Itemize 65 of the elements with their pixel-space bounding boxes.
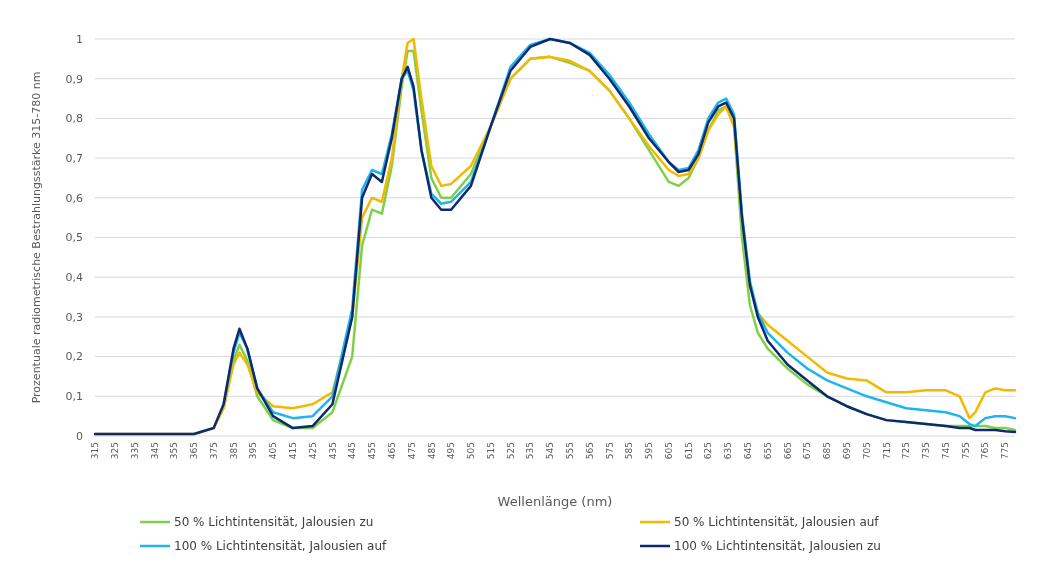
- x-tick-label: 545: [545, 442, 556, 460]
- x-tick-label: 355: [169, 442, 180, 460]
- legend-label: 50 % Lichtintensität, Jalousien auf: [674, 515, 880, 530]
- x-tick-label: 535: [525, 442, 536, 460]
- x-tick-label: 435: [327, 442, 338, 460]
- x-tick-label: 655: [762, 442, 773, 460]
- x-tick-label: 525: [505, 442, 516, 460]
- x-tick-label: 365: [189, 442, 200, 460]
- x-tick-label: 465: [386, 442, 397, 460]
- y-tick-label: 0,3: [65, 310, 83, 324]
- y-tick-label: 0,8: [65, 112, 83, 126]
- x-tick-label: 575: [604, 442, 615, 460]
- x-tick-label: 755: [960, 442, 971, 460]
- x-tick-label: 445: [347, 442, 358, 460]
- x-tick-label: 375: [208, 442, 219, 460]
- x-tick-label: 635: [723, 442, 734, 460]
- x-tick-label: 705: [861, 442, 872, 460]
- legend-label: 50 % Lichtintensität, Jalousien zu: [174, 515, 374, 530]
- x-tick-label: 485: [426, 442, 437, 460]
- x-tick-label: 315: [90, 442, 101, 460]
- x-tick-label: 615: [683, 442, 694, 460]
- x-tick-label: 625: [703, 442, 714, 460]
- y-tick-label: 1: [76, 32, 83, 46]
- x-tick-label: 715: [881, 442, 892, 460]
- x-axis-title: Wellenlänge (nm): [497, 494, 613, 509]
- x-tick-label: 505: [466, 442, 477, 460]
- y-tick-label: 0,4: [65, 271, 83, 285]
- x-tick-label: 725: [901, 442, 912, 460]
- x-tick-label: 425: [307, 442, 318, 460]
- x-tick-label: 595: [644, 442, 655, 460]
- x-tick-label: 405: [268, 442, 279, 460]
- legend-label: 100 % Lichtintensität, Jalousien auf: [174, 539, 387, 554]
- x-tick-label: 645: [743, 442, 754, 460]
- x-tick-label: 765: [980, 442, 991, 460]
- y-tick-label: 0,9: [65, 72, 83, 86]
- x-tick-label: 735: [921, 442, 932, 460]
- y-tick-label: 0,5: [65, 231, 83, 245]
- x-tick-label: 395: [248, 442, 259, 460]
- x-tick-label: 415: [288, 442, 298, 460]
- y-tick-label: 0,1: [65, 390, 83, 404]
- x-tick-label: 675: [802, 442, 813, 460]
- x-tick-label: 685: [822, 442, 833, 460]
- y-tick-label: 0,7: [65, 151, 83, 165]
- x-tick-label: 605: [663, 442, 674, 460]
- x-tick-label: 475: [406, 442, 417, 460]
- x-tick-label: 775: [1000, 442, 1011, 460]
- x-tick-label: 695: [841, 442, 852, 460]
- x-tick-label: 385: [228, 442, 239, 460]
- x-tick-label: 665: [782, 442, 793, 460]
- x-tick-label: 585: [624, 442, 635, 460]
- x-tick-label: 335: [129, 442, 140, 460]
- x-tick-label: 495: [446, 442, 457, 460]
- x-tick-label: 325: [109, 442, 120, 460]
- x-tick-label: 455: [367, 442, 378, 460]
- x-tick-label: 345: [149, 442, 160, 460]
- x-tick-label: 515: [485, 442, 496, 460]
- y-axis-title: Prozentuale radiometrische Bestrahlungsstärke 315-780 nm: [30, 71, 43, 404]
- line-series: [93, 37, 1017, 436]
- x-tick-label: 745: [940, 442, 951, 460]
- y-tick-label: 0,6: [65, 191, 83, 205]
- y-tick-label: 0: [76, 429, 83, 443]
- legend-label: 100 % Lichtintensität, Jalousien zu: [674, 539, 881, 554]
- x-tick-label: 565: [584, 442, 595, 460]
- y-tick-label: 0,2: [65, 350, 83, 364]
- x-tick-label: 555: [564, 442, 575, 460]
